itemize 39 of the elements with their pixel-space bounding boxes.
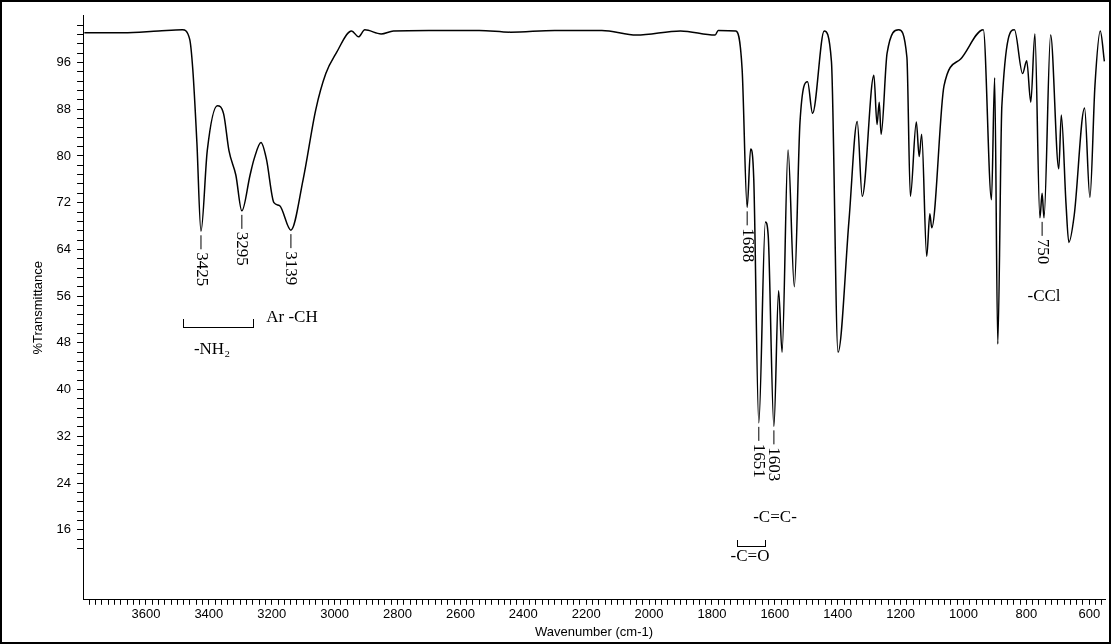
annotation: -C=C- xyxy=(753,507,798,527)
annotation: 1688 xyxy=(738,228,758,263)
annotation: -NH₂ xyxy=(193,339,231,359)
x-tick-label: 2600 xyxy=(445,606,475,622)
y-tick-label: 64 xyxy=(56,240,72,256)
x-tick-label: 3600 xyxy=(131,606,161,622)
x-tick-label: 3200 xyxy=(257,606,287,622)
x-tick-label: 1000 xyxy=(949,606,978,622)
x-tick-label: 1400 xyxy=(823,606,853,622)
annotation: -C=O xyxy=(730,546,770,566)
x-tick-label: 2000 xyxy=(634,606,664,622)
x-tick-label: 600 xyxy=(1078,606,1101,622)
annotation: 3295 xyxy=(233,231,253,266)
y-tick-label: 32 xyxy=(56,427,72,443)
x-tick-label: 2400 xyxy=(508,606,538,622)
x-tick-label: 2800 xyxy=(383,606,412,622)
annotation: 750 xyxy=(1033,238,1053,265)
x-tick-label: 3000 xyxy=(320,606,350,622)
x-tick-label: 1800 xyxy=(697,606,727,622)
x-tick-label: 1600 xyxy=(760,606,790,622)
annotation: 3139 xyxy=(282,251,302,286)
x-axis-title: Wavenumber (cm-1) xyxy=(535,623,654,639)
y-tick-label: 56 xyxy=(56,287,72,303)
annotation: -CCl xyxy=(1027,286,1061,306)
y-tick-label: 48 xyxy=(56,334,72,350)
y-tick-label: 40 xyxy=(56,381,72,397)
annotation: Ar -CH xyxy=(266,307,318,327)
y-tick-label: 96 xyxy=(56,54,72,70)
y-tick-label: 72 xyxy=(56,194,72,210)
x-tick-label: 1200 xyxy=(886,606,916,622)
y-tick-label: 80 xyxy=(56,147,72,163)
y-tick-label: 16 xyxy=(56,521,72,537)
annotation: 3425 xyxy=(192,252,212,287)
y-tick-label: 24 xyxy=(56,474,72,490)
y-axis-title: %Transmittance xyxy=(30,261,46,355)
y-tick-label: 88 xyxy=(56,100,72,116)
x-tick-label: 3400 xyxy=(194,606,224,622)
x-tick-label: 2200 xyxy=(571,606,601,622)
x-tick-label: 800 xyxy=(1015,606,1038,622)
